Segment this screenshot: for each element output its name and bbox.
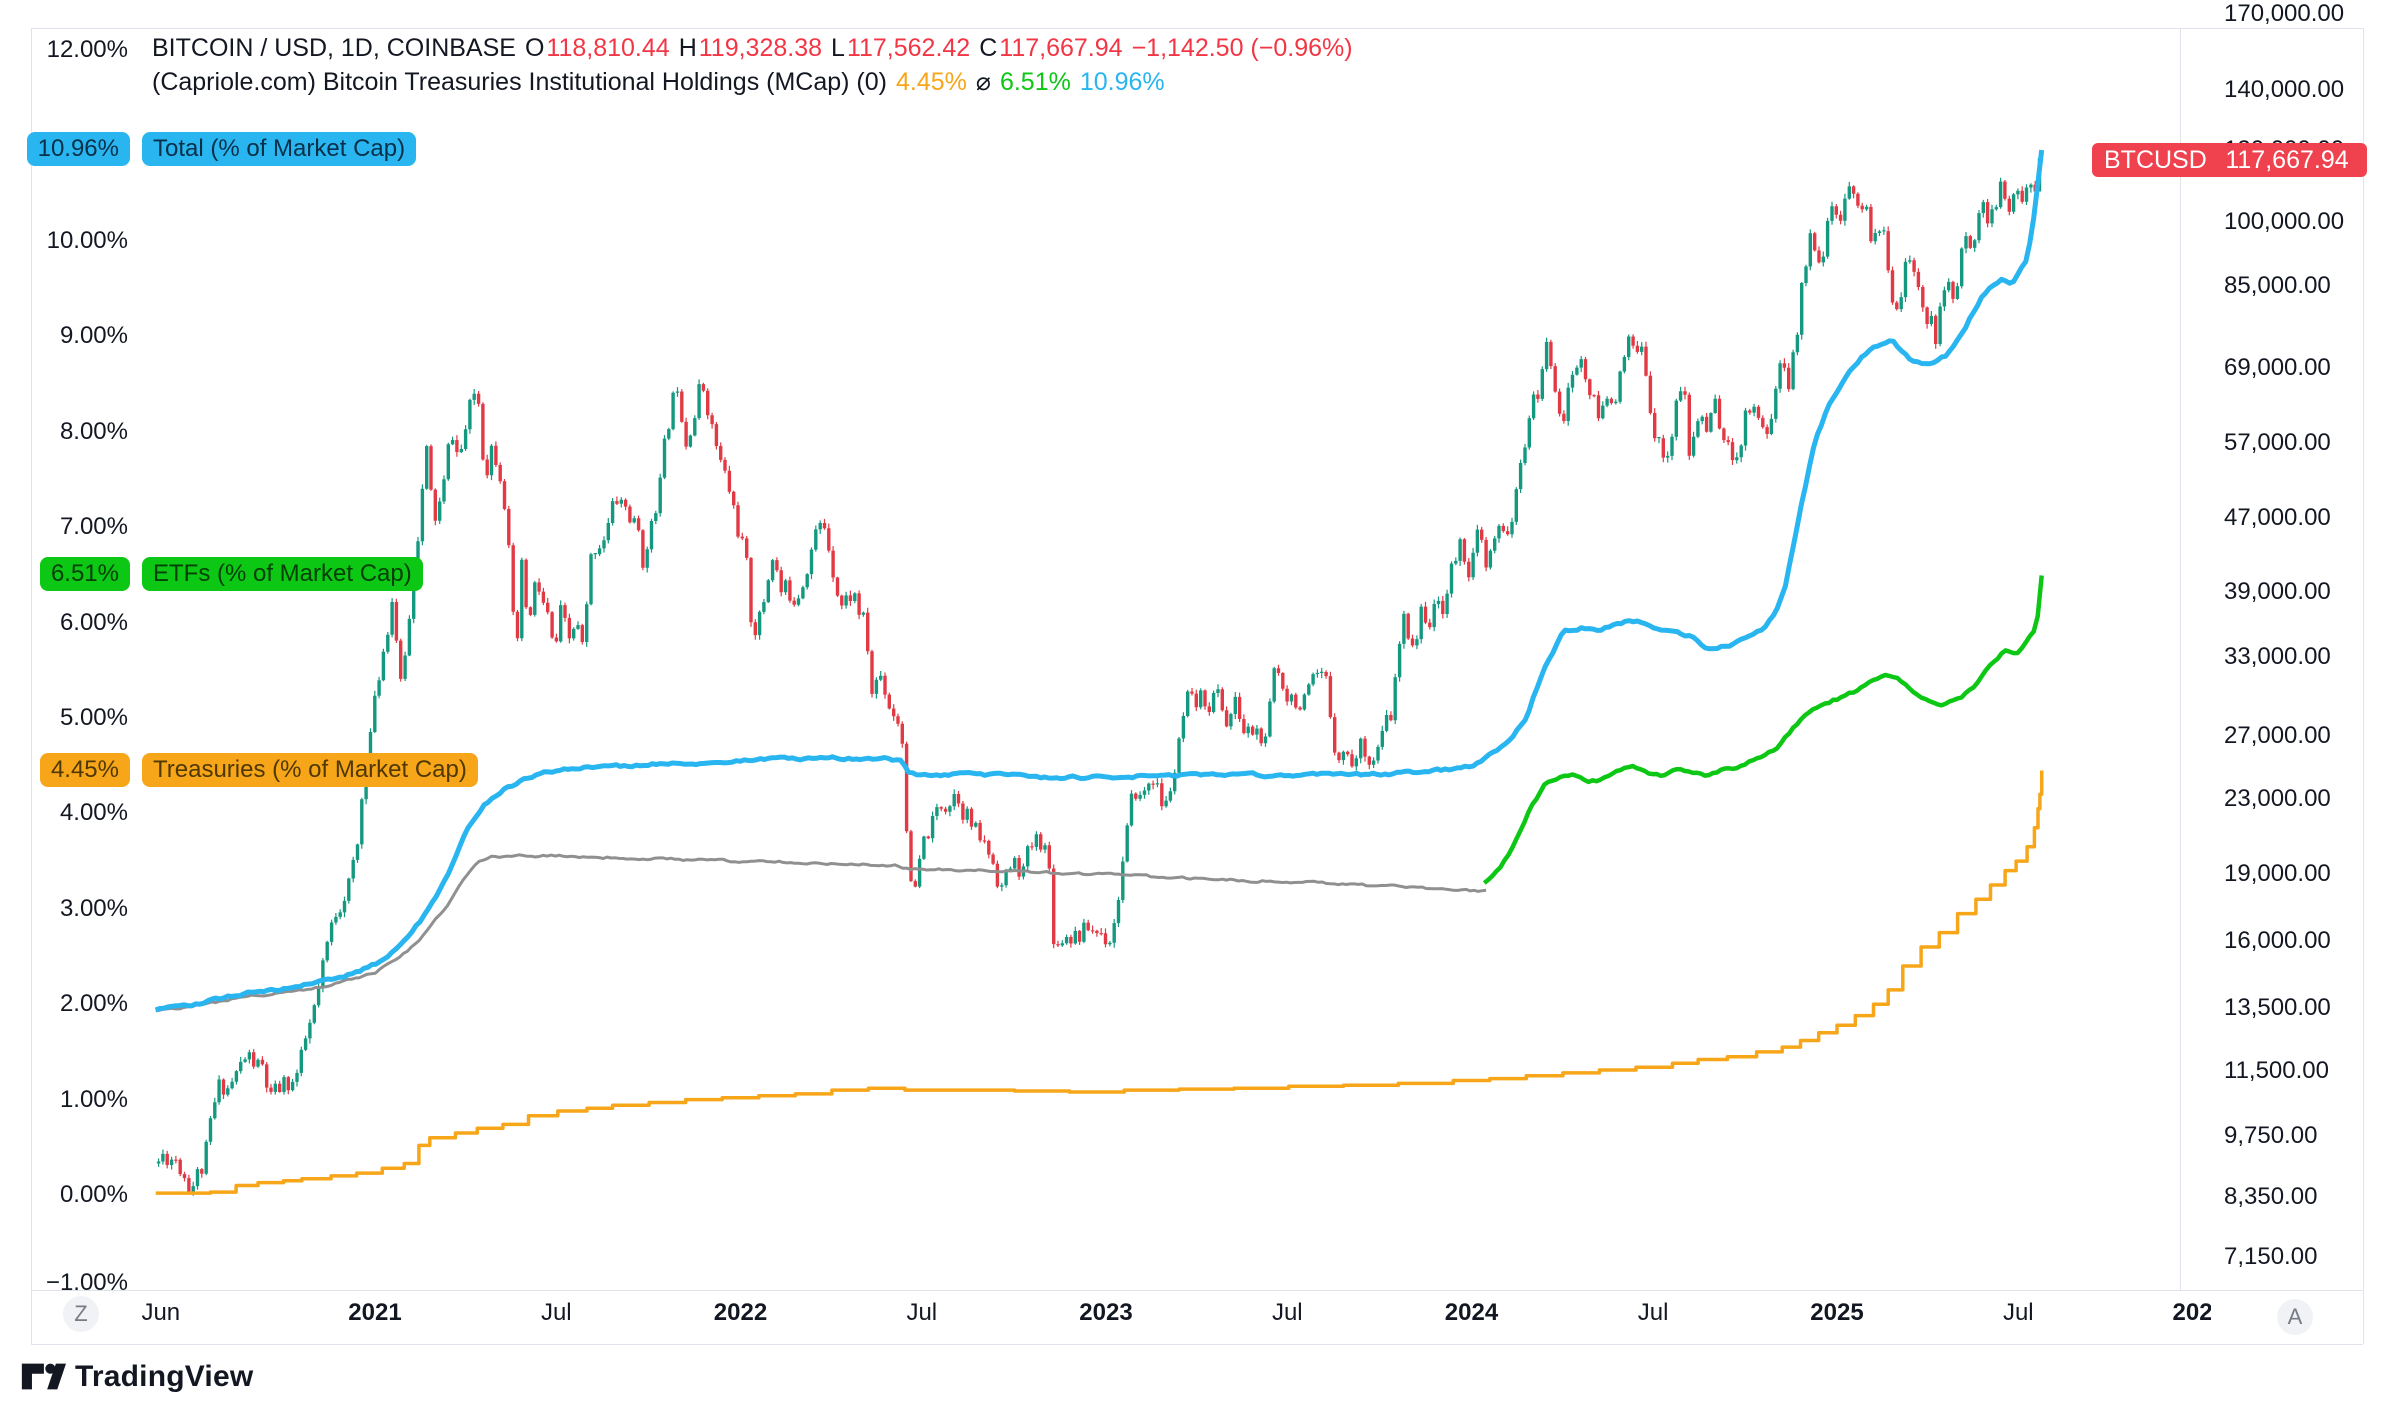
border-right: [2363, 28, 2364, 1344]
left-axis-tick: −1.00%: [45, 1269, 128, 1296]
candles-down-bodies: [165, 181, 2037, 1192]
indicator-legend-part: 10.96%: [1079, 68, 1165, 96]
indicator-legend-part: (Capriole.com) Bitcoin Treasuries Instit…: [152, 68, 887, 96]
timezone-button[interactable]: Z: [63, 1296, 99, 1332]
indicator-legend-part: 4.45%: [896, 68, 967, 96]
right-axis-tick: 85,000.00: [2224, 271, 2331, 299]
time-axis-tick: Jul: [1271, 1299, 1303, 1326]
total-value-badge: 10.96%: [26, 132, 130, 167]
time-axis-tick: Jul: [2002, 1299, 2034, 1326]
right-axis-tick: 11,500.00: [2224, 1056, 2329, 1084]
right-axis-tick: 33,000.00: [2224, 643, 2331, 671]
time-axis-tick: 2021: [348, 1299, 402, 1326]
symbol-price-badge-symbol: BTCUSD: [2104, 146, 2207, 174]
treasuries-label-badge: Treasuries (% of Market Cap): [142, 753, 478, 788]
symbol-legend-part: 119,328.38: [698, 34, 823, 62]
indicator-legend-part: 6.51%: [999, 68, 1071, 96]
last-price-badge: 117,667.94: [2207, 143, 2367, 177]
right-axis-tick: 16,000.00: [2224, 927, 2331, 955]
right-axis-tick: 39,000.00: [2224, 577, 2331, 605]
autoscale-button[interactable]: A: [2277, 1299, 2313, 1335]
time-axis-tick: Jun: [141, 1299, 181, 1326]
left-axis-tick: 3.00%: [59, 894, 128, 922]
right-axis-tick: 140,000.00: [2224, 75, 2345, 103]
left-axis-tick: 1.00%: [59, 1085, 128, 1113]
right-axis-tick: 8,350.00: [2224, 1182, 2318, 1210]
left-axis-tick: 2.00%: [59, 990, 128, 1018]
left-axis-tick: 9.00%: [59, 322, 128, 350]
symbol-legend-part: O: [524, 34, 545, 62]
symbol-legend-part: −1,142.50 (−0.96%): [1131, 34, 1353, 62]
time-axis-tick: Jul: [906, 1299, 938, 1326]
candles-up-wicks: [158, 152, 2041, 1196]
left-axis-tick: 7.00%: [59, 513, 128, 541]
right-axis-tick: 13,500.00: [2224, 993, 2331, 1021]
symbol-legend-part: 118,810.44: [546, 34, 670, 62]
total-label-badge: Total (% of Market Cap): [142, 132, 417, 167]
time-axis-tick: Jul: [540, 1299, 572, 1326]
etfs-label-badge: ETFs (% of Market Cap): [142, 556, 423, 591]
symbol-legend-part: H: [678, 34, 697, 62]
time-axis-tick: 2024: [1444, 1299, 1499, 1326]
border-left: [31, 28, 32, 1344]
time-axis-tick: 2022: [713, 1299, 768, 1326]
right-axis-tick: 47,000.00: [2224, 504, 2331, 532]
right-axis-tick: 19,000.00: [2224, 859, 2331, 887]
indicator-legend-row[interactable]: (Capriole.com) Bitcoin Treasuries Instit…: [152, 67, 1174, 97]
right-axis-tick: 57,000.00: [2224, 428, 2331, 456]
last-price-badge-value: 117,667.94: [2225, 146, 2349, 174]
candles-up-bodies: [156, 158, 2042, 1192]
left-axis-tick: 6.00%: [59, 608, 128, 636]
line-gray-series: [155, 853, 1487, 1013]
right-axis-tick: 170,000.00: [2224, 0, 2345, 27]
tradingview-logo-icon: [21, 1363, 66, 1390]
right-axis-tick: 23,000.00: [2224, 784, 2331, 812]
symbol-legend-part: 117,562.42: [846, 34, 971, 62]
right-axis-tick: 100,000.00: [2224, 208, 2345, 235]
right-axis-tick: 27,000.00: [2224, 721, 2331, 749]
treasuries-value-badge: 4.45%: [39, 753, 130, 788]
symbol-price-badge: BTCUSD: [2092, 143, 2219, 177]
time-axis-tick: 2025: [1810, 1299, 1864, 1326]
border-bottom: [31, 1344, 2363, 1345]
timezone-button-label: Z: [74, 1301, 88, 1326]
time-axis-tick: 2026: [2172, 1300, 2211, 1326]
left-axis-tick: 0.00%: [59, 1181, 128, 1208]
symbol-legend-part: C: [979, 34, 998, 62]
line-blue-series: [154, 149, 2045, 1013]
tradingview-attribution[interactable]: TradingView: [20, 1358, 253, 1395]
time-axis-tick: Jul: [1637, 1299, 1669, 1326]
candles-down-wicks: [166, 180, 2036, 1195]
left-axis-tick: 12.00%: [46, 36, 128, 64]
autoscale-button-label: A: [2287, 1304, 2303, 1329]
right-axis-tick: 9,750.00: [2224, 1121, 2318, 1149]
left-axis-tick: 10.00%: [46, 227, 128, 254]
time-axis-tick: 2023: [1079, 1299, 1133, 1326]
border-top: [31, 28, 2363, 29]
left-axis-tick: 5.00%: [59, 704, 128, 731]
tradingview-wordmark: TradingView: [75, 1359, 254, 1393]
symbol-legend-part: BITCOIN / USD, 1D, COINBASE: [152, 34, 516, 62]
indicator-legend-part: ⌀: [975, 68, 991, 96]
etfs-value-badge: 6.51%: [39, 556, 130, 591]
symbol-legend-part: 117,667.94: [999, 34, 1123, 62]
left-axis-tick: 4.00%: [59, 799, 128, 827]
symbol-legend-part: L: [831, 34, 845, 62]
line-green-series: [1482, 575, 2044, 885]
line-orange-series: [155, 770, 2044, 1195]
time-axis-separator: [31, 1290, 2363, 1291]
right-axis-tick: 7,150.00: [2224, 1243, 2318, 1271]
left-axis-tick: 8.00%: [59, 417, 128, 445]
price-axis-separator: [2180, 28, 2181, 1290]
right-axis-tick: 69,000.00: [2224, 353, 2331, 381]
symbol-legend-row[interactable]: BITCOIN / USD, 1D, COINBASE O118,810.44 H1…: [152, 33, 1362, 63]
